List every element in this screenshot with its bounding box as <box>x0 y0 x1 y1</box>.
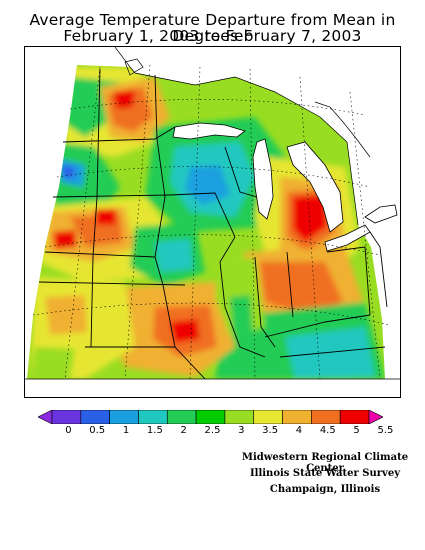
legend-swatch <box>195 410 226 424</box>
legend-tick-label: 2.5 <box>204 425 221 436</box>
legend-tick-label: 4.5 <box>319 425 336 436</box>
legend-swatch <box>51 410 82 424</box>
map-svg <box>25 47 400 380</box>
legend-swatch <box>224 410 255 424</box>
credit-line-2: Illinois State Water Survey <box>249 468 401 479</box>
credit-line-1: Midwestern Regional Climate Center <box>241 452 409 474</box>
legend-tick-label: 1 <box>122 425 130 436</box>
legend-tick-label: 5.5 <box>377 425 394 436</box>
legend-tick-label: 0 <box>65 425 72 436</box>
great-lakes <box>172 122 398 252</box>
state-boundaries <box>38 68 388 380</box>
legend-tick-label: 1.5 <box>146 425 163 436</box>
legend-swatch <box>368 410 383 424</box>
legend-tick-label: 0.5 <box>89 425 106 436</box>
legend-tick-label: 5 <box>353 425 360 436</box>
legend-swatch <box>109 410 139 424</box>
credit-line-3: Champaign, Illinois <box>269 484 381 495</box>
legend-swatch <box>339 410 370 424</box>
legend-tick-label: 3 <box>238 425 245 436</box>
legend-swatch <box>166 410 197 424</box>
temperature-departure-map <box>24 46 401 398</box>
legend-swatch <box>38 410 53 424</box>
legend-colorbar <box>38 410 383 424</box>
legend-tick-label: 4 <box>295 425 303 436</box>
map-title-line-2: February 1, 2003 to February 7, 2003 <box>63 27 362 45</box>
map-title-line-1: Average Temperature Departure from Mean … <box>29 11 396 45</box>
legend-swatch <box>311 410 341 424</box>
legend-swatch <box>253 410 283 424</box>
legend-swatch <box>80 410 110 424</box>
legend-tick-label: 2 <box>180 425 187 436</box>
legend-tick-label: 3.5 <box>262 425 279 436</box>
lat-long-grid <box>32 64 391 380</box>
contour-fill <box>27 65 385 379</box>
legend-swatch <box>282 410 312 424</box>
legend-swatch <box>138 410 168 424</box>
